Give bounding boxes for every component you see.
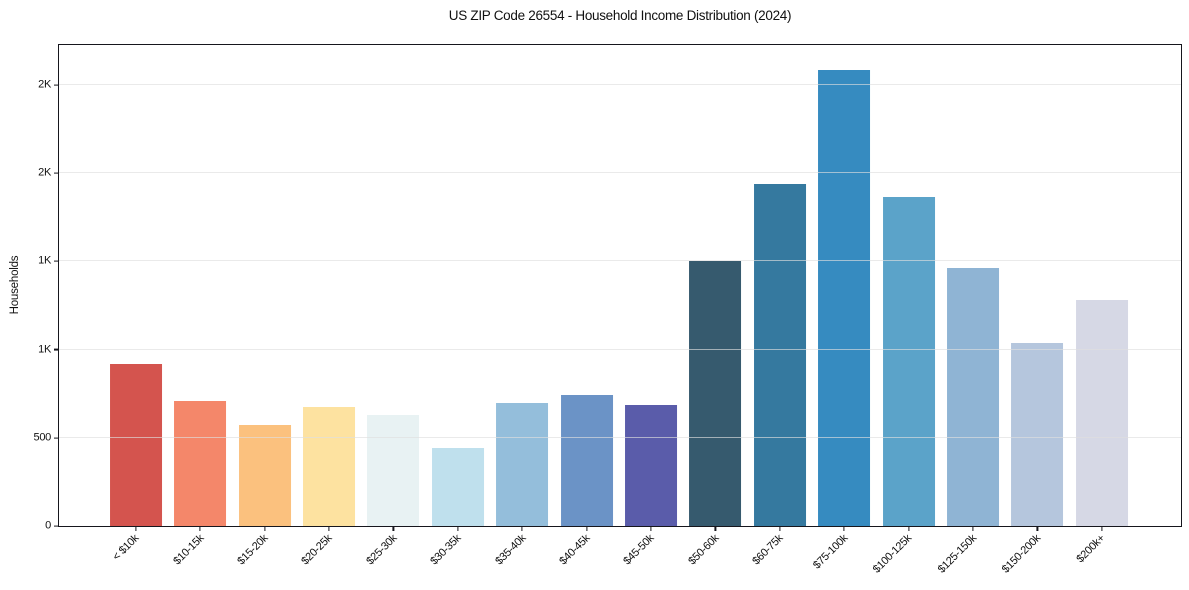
chart-title: US ZIP Code 26554 - Household Income Dis…: [448, 8, 792, 23]
plot-area: < $10k $10-15k $15-20k $20-25k $25-30k $30-35…: [34, 44, 1182, 576]
x-tick-label-text: $15-20k: [235, 532, 271, 568]
x-tick: [1036, 526, 1039, 531]
x-tick: [264, 526, 266, 531]
y-tick-label: 2K: [38, 166, 51, 179]
x-tick: [972, 526, 974, 531]
y-tick: [54, 172, 59, 174]
x-tick: [199, 526, 201, 531]
gridline: [59, 172, 1181, 174]
x-tick-label-text: < $10k: [110, 532, 142, 564]
bar: [689, 261, 742, 526]
bar: [496, 403, 549, 526]
x-tick: [586, 526, 588, 531]
x-tick-label-text: $20-25k: [299, 532, 335, 568]
y-tick: [54, 84, 59, 86]
x-tick: [328, 526, 330, 531]
y-tick: [54, 348, 59, 351]
y-tick: [54, 525, 59, 527]
gridline: [59, 348, 1181, 350]
gridline: [59, 260, 1181, 262]
x-tick-label-text: $200k+: [1074, 532, 1108, 566]
x-tick-label-text: $35-40k: [492, 532, 529, 568]
bar: [303, 406, 356, 526]
y-tick-label: 2K: [38, 78, 51, 91]
x-tick-label-text: $60-75k: [750, 532, 786, 568]
x-tick-label-text: $100-125k: [871, 532, 915, 576]
bar: [882, 196, 935, 526]
x-tick: [135, 526, 137, 531]
bar: [1011, 342, 1064, 526]
x-tick-label-text: $75-100k: [810, 532, 851, 572]
x-tick-label-text: $45-50k: [621, 532, 657, 568]
x-tick-label-text: $150-200k: [999, 532, 1044, 576]
bar: [625, 405, 678, 526]
y-tick-label: 1K: [38, 254, 51, 267]
bar: [947, 268, 1000, 526]
bar: [1075, 300, 1128, 526]
bar: [560, 395, 613, 526]
x-tick: [650, 526, 652, 531]
x-tick: [457, 526, 459, 531]
y-tick-label: 1K: [38, 343, 51, 356]
y-tick: [54, 260, 59, 262]
x-tick: [392, 526, 395, 531]
x-tick: [521, 526, 523, 531]
x-tick-label-text: $25-30k: [364, 532, 400, 568]
y-tick-label: 500: [33, 431, 52, 444]
x-tick-label-text: $10-15k: [170, 532, 207, 568]
bar: [753, 183, 806, 526]
bar: [174, 400, 227, 526]
bar: [109, 363, 162, 526]
x-tick-label-text: $30-35k: [428, 532, 464, 568]
bar: [367, 414, 420, 526]
bar: [238, 425, 291, 526]
x-tick: [908, 526, 910, 531]
x-tick: [779, 526, 781, 531]
x-tick-label-text: $50-60k: [686, 532, 722, 568]
x-tick: [714, 526, 717, 531]
x-tick-label-text: $125-150k: [935, 532, 979, 576]
x-tick: [1101, 526, 1103, 531]
x-tick: [843, 526, 845, 531]
gridline: [59, 436, 1181, 438]
y-axis-label: Households: [9, 255, 21, 315]
y-tick: [54, 437, 59, 439]
bar: [431, 448, 484, 526]
bar: [818, 69, 871, 526]
gridline: [59, 83, 1181, 85]
y-tick-label: 0: [45, 519, 51, 532]
x-tick-label-text: $40-45k: [557, 532, 593, 568]
